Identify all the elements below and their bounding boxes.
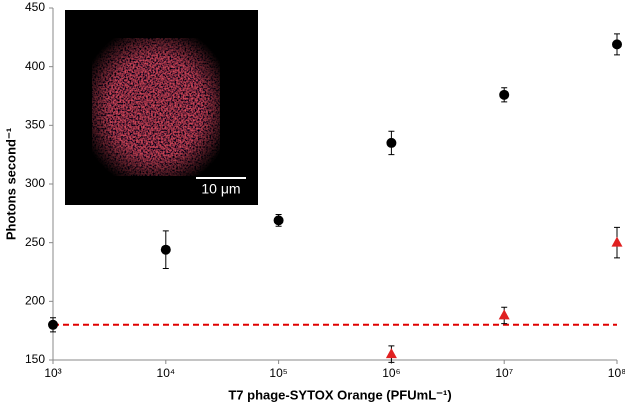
point: [612, 39, 622, 50]
x-tick-label: 10³: [44, 366, 61, 380]
y-tick-label: 250: [25, 235, 45, 249]
point: [611, 236, 623, 247]
point: [48, 319, 58, 330]
inset-vignette: [86, 32, 226, 182]
y-tick-label: 450: [25, 0, 45, 14]
point: [273, 215, 284, 226]
y-tick-label: 400: [25, 59, 45, 73]
point: [386, 137, 397, 148]
inset: 10 μm: [65, 10, 258, 205]
y-tick-label: 350: [25, 118, 45, 132]
point: [385, 348, 397, 359]
x-axis-label: T7 phage-SYTOX Orange (PFUmL⁻¹): [228, 387, 451, 402]
x-tick-label: 10⁵: [269, 366, 287, 380]
y-axis-label: Photons second⁻¹: [3, 128, 18, 240]
y-tick-label: 300: [25, 176, 45, 190]
y-tick-label: 200: [25, 294, 45, 308]
y-tick-label: 150: [25, 352, 45, 366]
point: [160, 244, 171, 255]
x-tick-label: 10⁶: [382, 366, 400, 380]
x-tick-label: 10⁴: [157, 366, 176, 380]
point: [499, 89, 510, 100]
point: [498, 309, 510, 320]
scale-label: 10 μm: [201, 181, 240, 197]
x-tick-label: 10⁸: [608, 366, 625, 380]
x-tick-label: 10⁷: [495, 366, 513, 380]
